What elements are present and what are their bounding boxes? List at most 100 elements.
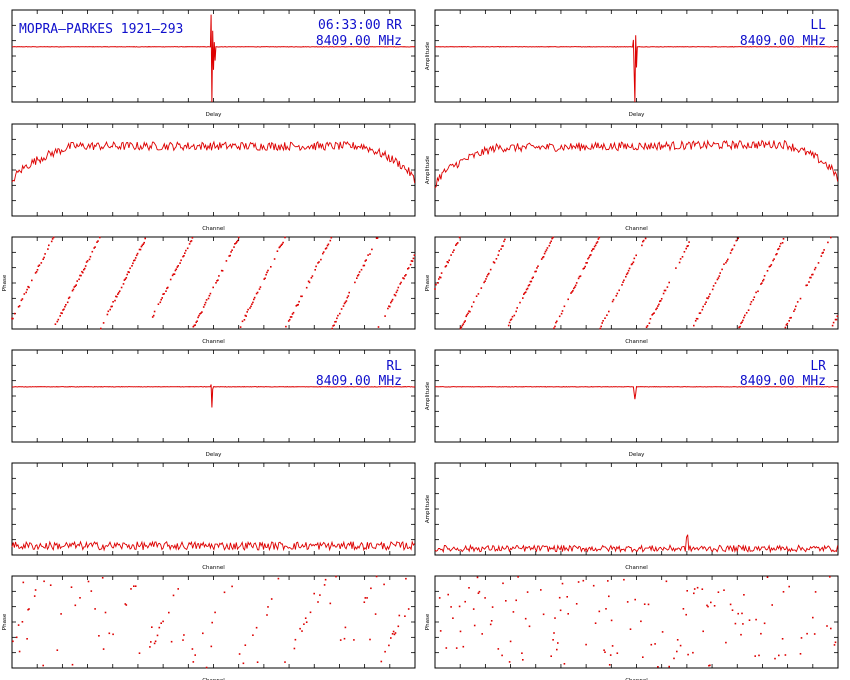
phase-point [526, 591, 529, 593]
phase-point [541, 256, 544, 259]
phase-point [196, 320, 198, 322]
phase-point [834, 318, 837, 321]
phase-point [212, 286, 214, 289]
phase-point [814, 266, 817, 269]
phase-point [596, 241, 599, 243]
phase-point [49, 584, 52, 586]
phase-point [134, 257, 137, 259]
phase-point [152, 314, 155, 317]
phase-point [231, 249, 233, 251]
phase-point [563, 305, 566, 308]
phase-point [495, 258, 498, 260]
phase-point [134, 259, 136, 261]
phase-point [675, 267, 677, 269]
phase-point [594, 622, 597, 624]
baseline-label: MOPRA—PARKES 1921—293 [19, 22, 183, 37]
phase-point [513, 314, 516, 317]
phase-point [611, 645, 614, 647]
phase-point [234, 243, 236, 245]
phase-point [160, 298, 162, 301]
phase-point [163, 293, 165, 295]
phase-point [755, 618, 757, 621]
phase-point [177, 265, 179, 267]
phase-point [371, 248, 373, 251]
plot-frame [434, 349, 839, 443]
rr-frequency-label: 8409.00 MHz [316, 34, 402, 49]
phase-point [509, 640, 512, 643]
phase-point [215, 282, 217, 284]
phase-point [78, 278, 80, 281]
phase-point [177, 588, 179, 590]
phase-point [390, 301, 392, 304]
phase-point [102, 648, 105, 650]
phase-point [742, 623, 744, 625]
phase-point [76, 280, 78, 282]
phase-point [276, 250, 279, 252]
phase-point [775, 253, 777, 256]
phase-point [616, 652, 619, 654]
phase-point [362, 264, 365, 267]
phase-point [532, 276, 534, 279]
phase-point [140, 245, 143, 248]
phase-point [221, 270, 224, 272]
phase-point [702, 630, 704, 633]
phase-point [583, 267, 585, 269]
phase-point [693, 324, 695, 327]
phase-point [641, 244, 643, 247]
phase-point [82, 271, 84, 274]
phase-point [503, 240, 505, 243]
phase-point [389, 305, 391, 308]
phase-point [729, 252, 732, 254]
phase-point [550, 240, 552, 243]
phase-point [445, 647, 448, 649]
phase-point [540, 589, 542, 591]
phase-point [745, 312, 748, 314]
phase-point [171, 274, 174, 277]
phase-point [452, 617, 454, 619]
phase-point [455, 244, 457, 246]
phase-point [749, 303, 752, 306]
phase-point [789, 317, 791, 319]
phase-point [369, 253, 371, 255]
phase-point [253, 298, 255, 301]
phase-point [238, 653, 241, 655]
phase-point [266, 271, 268, 274]
phase-point [154, 640, 157, 643]
phase-point [56, 320, 59, 323]
axis-ticks [11, 575, 416, 669]
phase-point [93, 247, 95, 249]
phase-point [558, 315, 561, 318]
phase-point [365, 259, 367, 261]
phase-point [122, 283, 125, 285]
phase-point [335, 575, 337, 578]
phase-point [296, 304, 298, 306]
phase-point [277, 577, 280, 580]
phase-point [404, 275, 406, 277]
phase-point [716, 278, 719, 281]
phase-point [582, 268, 585, 270]
phase-point [517, 576, 519, 578]
phase-point [210, 645, 213, 648]
phase-point [591, 250, 593, 252]
phase-point [205, 666, 208, 669]
phase-point [455, 647, 458, 649]
phase-point [353, 639, 355, 641]
panel-rr-delay: Delay [11, 9, 416, 118]
phase-point [259, 286, 262, 288]
phase-point [755, 291, 757, 294]
phase-point [205, 299, 208, 301]
phase-point [263, 278, 265, 280]
time-label: 06:33:00 [318, 18, 381, 33]
phase-point [290, 316, 293, 318]
phase-point [504, 238, 506, 241]
phase-point [246, 311, 248, 313]
phase-point [236, 239, 239, 242]
phase-point [465, 315, 467, 318]
phase-point [458, 605, 461, 608]
phase-point [544, 250, 547, 253]
phase-point [128, 271, 130, 274]
phase-point [308, 281, 311, 284]
phase-point [23, 293, 26, 295]
phase-point [642, 656, 644, 658]
phase-point [515, 599, 517, 602]
